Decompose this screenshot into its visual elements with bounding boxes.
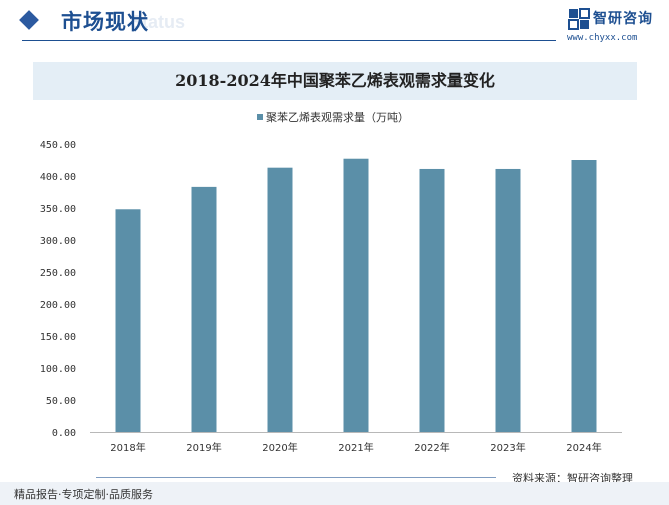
- brand-name: 智研咨询: [593, 11, 653, 27]
- x-tick-label: 2021年: [338, 441, 373, 454]
- footer-divider: [96, 477, 496, 478]
- bar-chart: 聚苯乙烯表观需求量（万吨） 0.00 50.00 100.00 150.00 200.00…: [40, 110, 622, 454]
- page-header: Status 市场现状 智研咨询 www.chyxx.com: [0, 0, 669, 44]
- x-tick-label: 2024年: [566, 441, 601, 454]
- diamond-icon: [19, 10, 39, 30]
- chart-title-band: 2018-2024年中国聚苯乙烯表观需求量变化: [33, 62, 637, 100]
- x-tick-label: 2023年: [490, 441, 525, 454]
- y-tick-label: 250.00: [40, 268, 76, 279]
- x-tick-label: 2020年: [262, 441, 297, 454]
- y-tick-label: 450.00: [40, 140, 76, 151]
- section-title: 市场现状: [61, 10, 149, 34]
- y-tick-label: 350.00: [40, 204, 76, 215]
- legend-swatch: [257, 114, 263, 120]
- y-tick-label: 200.00: [40, 300, 76, 311]
- brand-url[interactable]: www.chyxx.com: [567, 33, 638, 43]
- y-tick-label: 150.00: [40, 332, 76, 343]
- bar: [343, 158, 369, 432]
- y-tick-label: 50.00: [46, 396, 76, 407]
- footer-tagline: 精品报告·专项定制·品质服务: [14, 488, 153, 501]
- header-watermark-text: Status: [130, 12, 186, 32]
- y-tick-label: 0.00: [52, 428, 76, 439]
- footer-bar: [0, 482, 669, 505]
- chart-title: 2018-2024年中国聚苯乙烯表观需求量变化: [175, 71, 495, 90]
- bar: [495, 168, 521, 432]
- y-tick-label: 100.00: [40, 364, 76, 375]
- x-tick-label: 2018年: [110, 441, 145, 454]
- source-note: 资料来源：智研咨询整理: [512, 472, 633, 485]
- bar: [191, 186, 217, 432]
- legend-label: 聚苯乙烯表观需求量（万吨）: [266, 110, 409, 124]
- bar: [419, 168, 445, 432]
- y-tick-label: 400.00: [40, 172, 76, 183]
- header-divider: [22, 40, 556, 41]
- y-tick-label: 300.00: [40, 236, 76, 247]
- bar: [571, 160, 597, 432]
- x-tick-label: 2019年: [186, 441, 221, 454]
- brand-logo-icon: [568, 8, 590, 30]
- bar: [115, 209, 141, 432]
- x-tick-label: 2022年: [414, 441, 449, 454]
- bar: [267, 167, 293, 432]
